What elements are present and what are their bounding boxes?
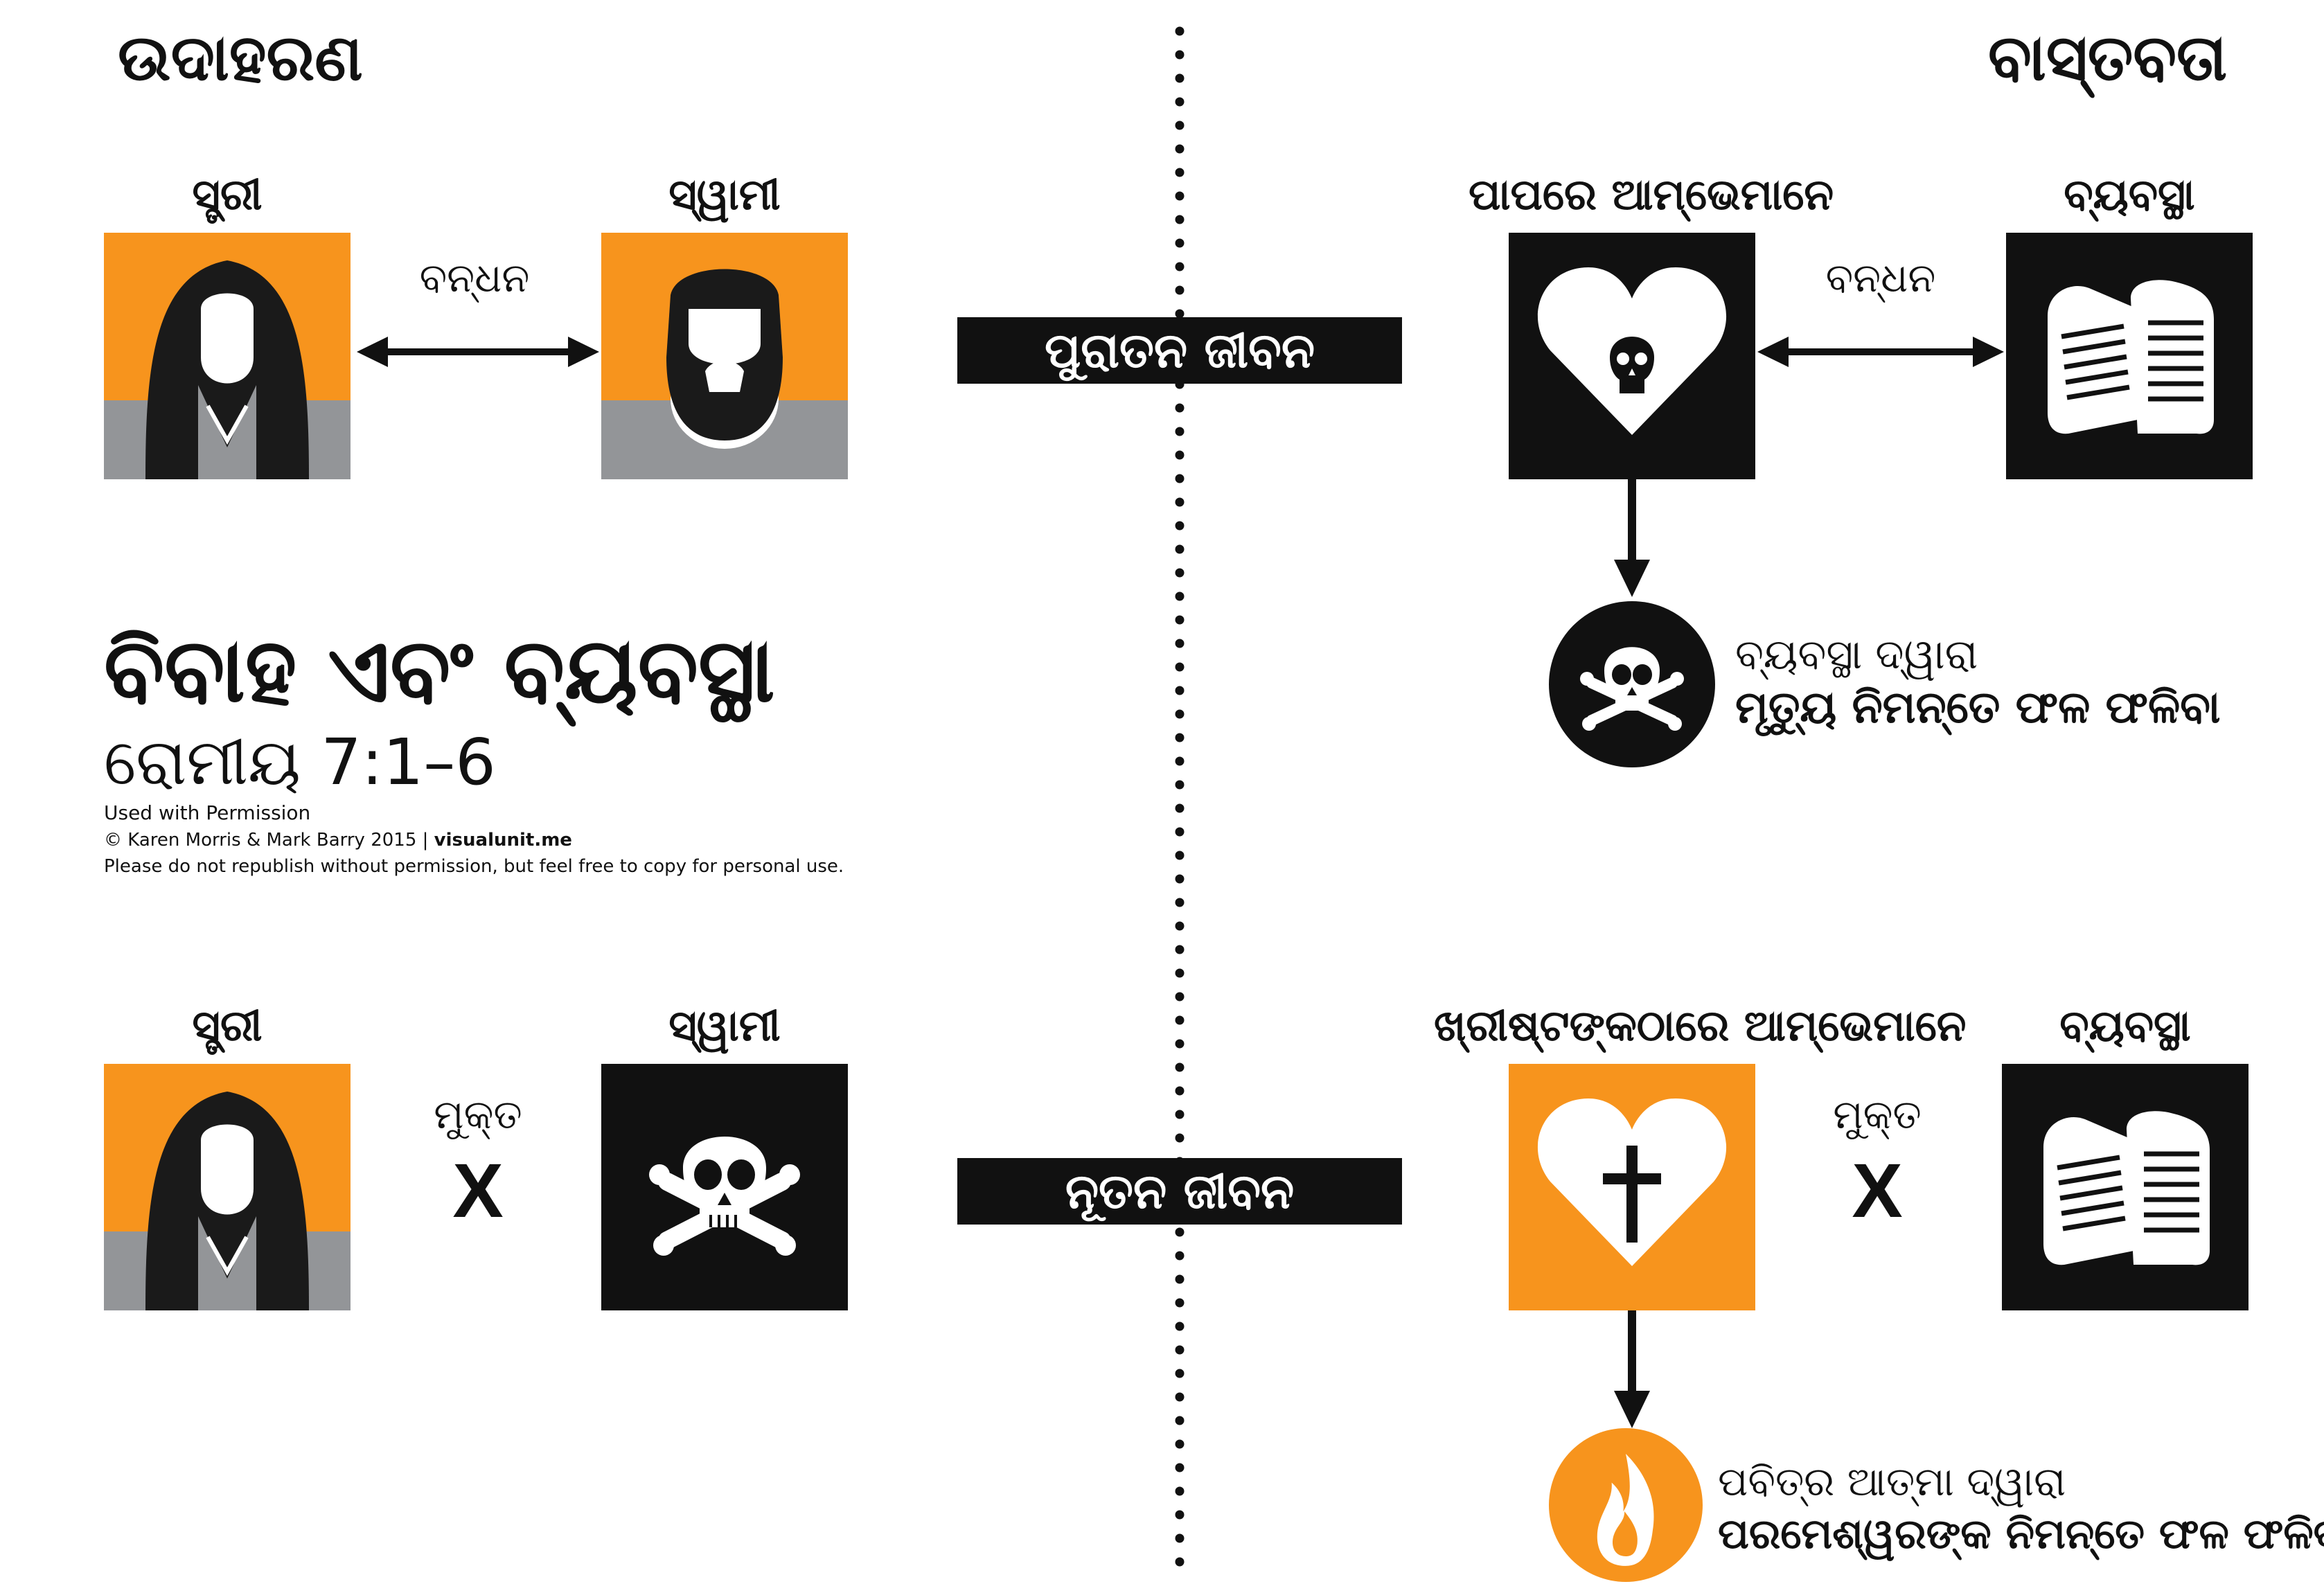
heart-skull-icon (1509, 233, 1755, 479)
old-life-banner: ପୁରାତନ ଜୀବନ (957, 317, 1402, 384)
woman-icon (104, 233, 351, 479)
law-tablets-icon (2002, 1064, 2248, 1310)
scripture-reference: ରୋମୀୟ 7:1–6 (104, 725, 496, 799)
page-title: ବିବାହ ଏବଂ ବ୍ୟବସ୍ଥା (104, 619, 775, 722)
wife-label-new: ସ୍ତ୍ରୀ (192, 1000, 263, 1051)
copyright-text: © Karen Morris & Mark Barry 2015 | (104, 830, 434, 851)
husband-label-new: ସ୍ୱାମୀ (668, 1000, 781, 1051)
copyright-line: © Karen Morris & Mark Barry 2015 | visua… (104, 831, 572, 849)
wife-label: ସ୍ତ୍ରୀ (192, 169, 263, 220)
reality-heading: ବାସ୍ତବତା (1988, 21, 2228, 95)
republish-notice: Please do not republish without permissi… (104, 856, 844, 877)
x-mark: X (452, 1148, 504, 1234)
free-label: ମୁକ୍ତ (434, 1091, 522, 1138)
skull-crossbones-icon (1549, 601, 1715, 767)
we-in-sin-label: ପାପରେ ଆମ୍ଭେମାନେ (1469, 169, 1834, 220)
free-label-reality: ମୁକ୍ତ (1833, 1091, 1922, 1138)
law-label-new: ବ୍ୟବସ୍ଥା (2059, 1000, 2191, 1051)
permission-note: Used with Permission (104, 801, 311, 824)
husband-label: ସ୍ୱାମୀ (668, 169, 781, 220)
x-mark-reality: X (1852, 1148, 1903, 1234)
bond-label: ବନ୍ଧନ (419, 254, 530, 301)
site-link[interactable]: visualunit.me (434, 830, 572, 851)
new-life-banner: ନୂତନ ଜୀବନ (957, 1158, 1402, 1225)
bearded-man-icon (601, 233, 848, 479)
law-tablets-icon (2006, 233, 2253, 479)
skull-crossbones-icon (601, 1064, 848, 1310)
heart-cross-icon (1509, 1064, 1755, 1310)
woman-icon (104, 1064, 351, 1310)
flame-icon (1549, 1428, 1703, 1582)
bond-label-reality: ବନ୍ଧନ (1825, 254, 1936, 301)
law-label: ବ୍ୟବସ୍ଥା (2064, 169, 2195, 220)
spirit-result-line1: ପବିତ୍ର ଆତ୍ମା ଦ୍ୱାରା (1718, 1458, 2066, 1505)
example-heading: ଉଦାହରଣ (118, 21, 363, 95)
death-result-line1: ବ୍ୟବସ୍ଥା ଦ୍ୱାରା (1735, 630, 1978, 679)
spirit-result-line2: ପରମେଶ୍ୱରଙ୍କ ନିମନ୍ତେ ଫଳ ଫଳିବା (1718, 1510, 2324, 1558)
death-result-line2: ମୃତ୍ୟୁ ନିମନ୍ତେ ଫଳ ଫଳିବା (1735, 682, 2221, 733)
we-in-christ-label: ଖ୍ରୀଷ୍ଟଙ୍କଠାରେ ଆମ୍ଭେମାନେ (1434, 1000, 1967, 1051)
